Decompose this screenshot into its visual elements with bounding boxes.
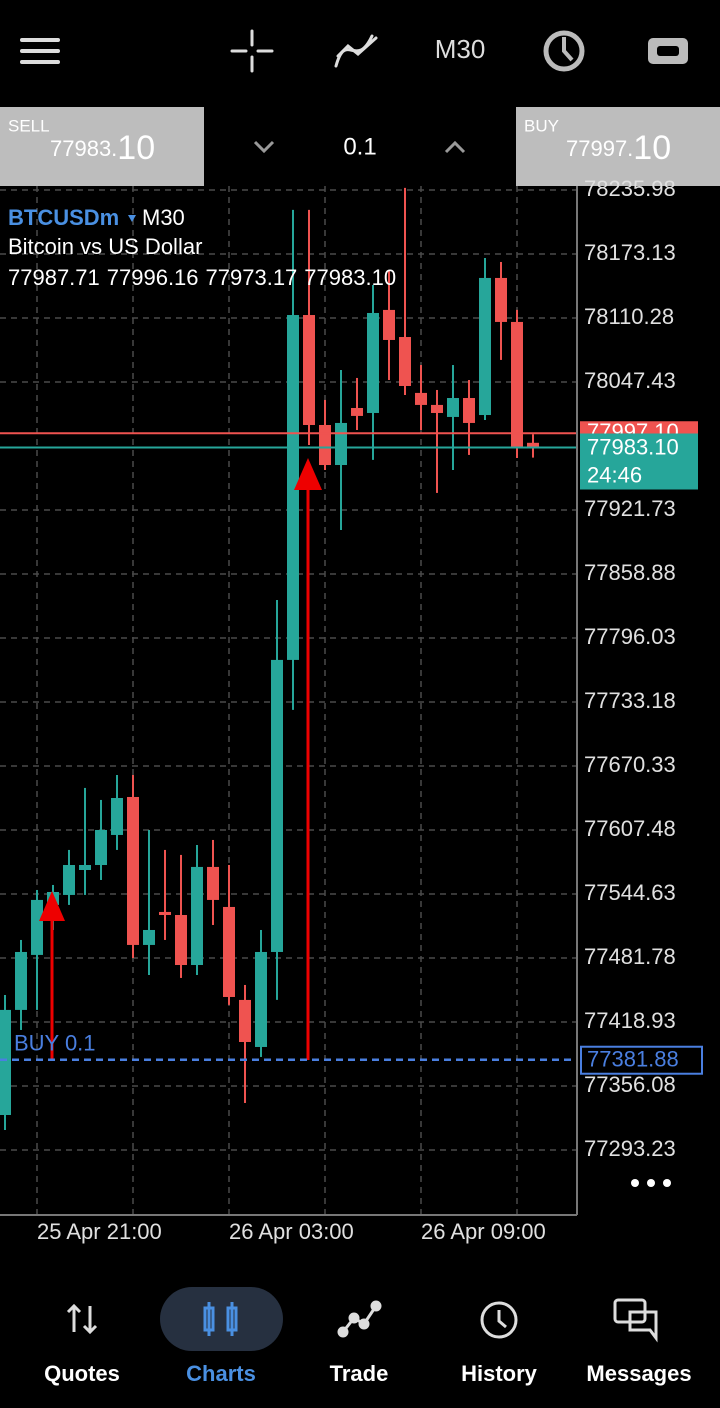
candle-body <box>447 398 459 417</box>
y-tick-label: 77356.08 <box>584 1072 676 1097</box>
ohlc-info: 77987.71 77996.16 77973.17 77983.10 <box>8 265 396 290</box>
clock-button[interactable] <box>543 30 585 72</box>
candle-body <box>79 865 91 870</box>
charts-icon <box>203 1302 238 1336</box>
buy-label: BUY <box>524 116 559 135</box>
symbol-description: Bitcoin vs US Dollar <box>8 234 202 259</box>
y-tick-label: 77796.03 <box>584 624 676 649</box>
sell-price: 77983.10 <box>50 129 155 167</box>
axes: 78235.98 78173.13 78110.28 78047.43 77921.73… <box>37 176 703 1244</box>
candle-body <box>63 865 75 895</box>
nav-tab[interactable]: History <box>461 1361 538 1386</box>
indicators-button[interactable] <box>334 34 378 68</box>
y-tick-label: 77858.88 <box>584 560 676 585</box>
candle-body <box>95 829 107 866</box>
y-tick-label: 78047.43 <box>584 368 676 393</box>
candle-body <box>111 798 123 835</box>
candle-body <box>127 796 139 945</box>
sell-label: SELL <box>8 116 50 135</box>
buy-button[interactable] <box>516 107 720 186</box>
y-tick-label: 78235.98 <box>584 176 676 201</box>
candle-body <box>0 1009 11 1116</box>
bar-countdown: 24:46 <box>587 462 642 487</box>
price-lines: BUY 0.1 <box>0 432 577 1061</box>
candle-body <box>511 321 523 447</box>
x-tick-label: 26 Apr 03:00 <box>229 1219 354 1244</box>
more-button[interactable] <box>631 1179 671 1187</box>
volume-panel <box>204 107 516 186</box>
candle-body <box>191 866 203 966</box>
nav-tab[interactable]: Quotes <box>44 1361 120 1386</box>
candle-body <box>463 398 475 423</box>
y-tick-label: 77544.63 <box>584 880 676 905</box>
trade-icon <box>337 1300 382 1338</box>
order-tag <box>580 1045 703 1075</box>
sell-button[interactable] <box>0 107 204 186</box>
candle-body <box>399 337 411 386</box>
quotes-icon <box>66 1303 98 1335</box>
candle-body <box>143 929 155 945</box>
order-label: BUY 0.1 <box>14 1031 96 1056</box>
messages-icon <box>613 1298 658 1343</box>
y-tick-label: 77733.18 <box>584 688 676 713</box>
y-tick-label: 78173.13 <box>584 240 676 265</box>
symbol-dropdown[interactable] <box>128 215 136 222</box>
bid-tag-label: 77983.10 <box>587 434 679 459</box>
active-tab-highlight <box>160 1287 283 1351</box>
y-tick-label: 77921.73 <box>584 496 676 521</box>
buy-price: 77997.10 <box>566 129 671 167</box>
candle-body <box>31 899 43 955</box>
candle-body <box>527 442 539 448</box>
candle-body <box>207 866 219 900</box>
candle-body <box>495 277 507 322</box>
candle-body <box>351 407 363 416</box>
candle-body <box>319 424 331 466</box>
x-tick-label: 25 Apr 21:00 <box>37 1219 162 1244</box>
y-tick-label: 77670.33 <box>584 752 676 777</box>
timeframe-button[interactable]: M30 <box>435 34 486 64</box>
candle-body <box>303 315 315 425</box>
x-tick-label: 26 Apr 09:00 <box>421 1219 546 1244</box>
candle-body <box>479 277 491 416</box>
candle-body <box>159 911 171 916</box>
y-tick-label: 77481.78 <box>584 944 676 969</box>
candle-body <box>175 915 187 966</box>
candles <box>0 187 539 1130</box>
bottom-nav <box>0 1272 720 1408</box>
deal-arrows <box>39 458 322 1060</box>
trade-button[interactable] <box>648 38 688 64</box>
nav-tab[interactable]: Messages <box>586 1361 691 1386</box>
candle-body <box>383 309 395 340</box>
chart-timeframe: M30 <box>142 205 185 230</box>
y-tick-label: 77418.93 <box>584 1008 676 1033</box>
symbol[interactable]: BTCUSDm <box>8 205 119 230</box>
menu-button[interactable] <box>20 38 60 64</box>
candle-body <box>15 951 27 1010</box>
order-tag-label: 77381.88 <box>587 1047 679 1072</box>
y-tick-label: 77293.23 <box>584 1136 676 1161</box>
candle-body <box>223 906 235 997</box>
candle-body <box>367 312 379 413</box>
candle-body <box>287 315 299 660</box>
nav-labels: Quotes Charts Trade History Messages <box>44 1361 691 1386</box>
history-icon <box>480 1301 518 1339</box>
candle-body <box>335 422 347 466</box>
candle-body <box>271 659 283 952</box>
y-tick-label: 78110.28 <box>584 304 674 329</box>
crosshair-button[interactable] <box>230 29 274 73</box>
volume[interactable]: 0.1 <box>343 133 376 160</box>
volume-up[interactable] <box>444 140 466 154</box>
candle-body <box>255 951 267 1047</box>
volume-down[interactable] <box>253 140 275 154</box>
bid-tag <box>580 433 698 490</box>
candle-body <box>415 392 427 405</box>
candle-body <box>431 404 443 413</box>
nav-tab[interactable]: Charts <box>186 1361 256 1386</box>
nav-tab[interactable]: Trade <box>330 1361 389 1386</box>
y-tick-label: 77607.48 <box>584 816 676 841</box>
candle-body <box>239 999 251 1042</box>
